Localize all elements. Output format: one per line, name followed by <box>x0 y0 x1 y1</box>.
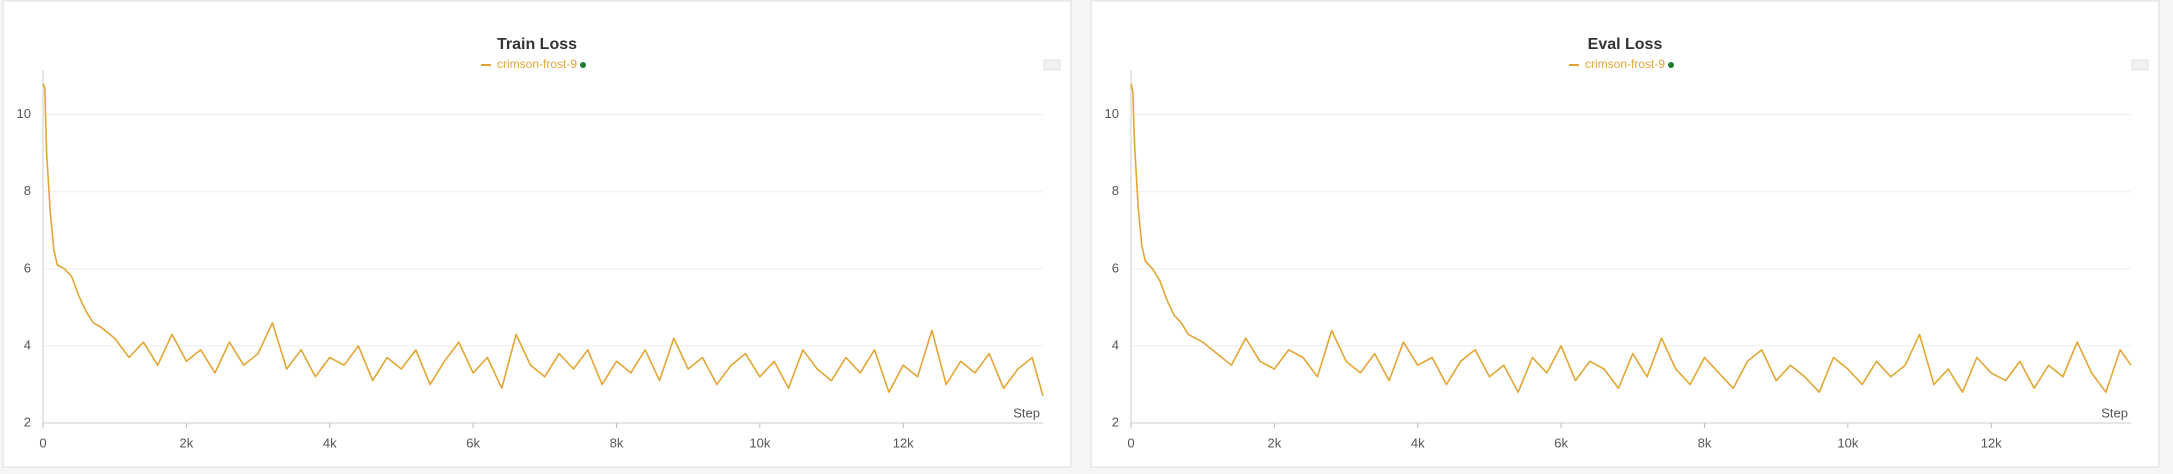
chart-panel: Eval Loss crimson-frost-9 2 4 6 8 10 0 2k 4k 6k 8k 1… <box>1090 0 2160 468</box>
x-tick-label: 4k <box>323 435 337 450</box>
panel-menu-icon <box>1043 59 1061 71</box>
x-tick-label: 12k <box>1981 435 2002 450</box>
x-tick-label: 8k <box>1698 435 1712 450</box>
x-tick-label: 2k <box>1268 435 1282 450</box>
y-tick-label: 6 <box>1112 260 1119 275</box>
legend-status-dot <box>580 62 587 68</box>
panel-menu-icon <box>2131 59 2149 71</box>
x-tick-label: 6k <box>1554 435 1568 450</box>
panel-background <box>2 0 1072 468</box>
x-tick-label: 8k <box>610 435 624 450</box>
x-tick-label: 4k <box>1411 435 1425 450</box>
y-tick-label: 8 <box>24 183 31 198</box>
chart-panel: Train Loss crimson-frost-9 2 4 6 8 10 0 2k 4k 6k 8k… <box>2 0 1072 468</box>
y-tick-label: 2 <box>1112 414 1119 429</box>
y-tick-label: 6 <box>24 260 31 275</box>
x-tick-label: 10k <box>1837 435 1858 450</box>
x-tick-label: 12k <box>893 435 914 450</box>
x-tick-label: 10k <box>749 435 770 450</box>
y-tick-label: 10 <box>17 106 31 121</box>
y-tick-label: 4 <box>1112 337 1119 352</box>
y-tick-label: 4 <box>24 337 31 352</box>
x-axis-label: Step <box>1013 405 1040 420</box>
panel-background <box>1090 0 2160 468</box>
legend-label: crimson-frost-9 <box>1585 57 1665 71</box>
x-tick-label: 0 <box>39 435 46 450</box>
y-tick-label: 2 <box>24 414 31 429</box>
legend-status-dot <box>1668 62 1675 68</box>
line-series <box>42 83 1044 397</box>
x-axis-label: Step <box>2101 405 2128 420</box>
x-tick-label: 0 <box>1127 435 1134 450</box>
y-tick-label: 10 <box>1105 106 1119 121</box>
x-tick-label: 2k <box>180 435 194 450</box>
legend-label: crimson-frost-9 <box>497 57 577 71</box>
chart-title: Train Loss <box>497 36 577 53</box>
x-tick-label: 6k <box>466 435 480 450</box>
y-tick-label: 8 <box>1112 183 1119 198</box>
line-series <box>1130 83 2132 393</box>
chart-title: Eval Loss <box>1588 36 1663 53</box>
